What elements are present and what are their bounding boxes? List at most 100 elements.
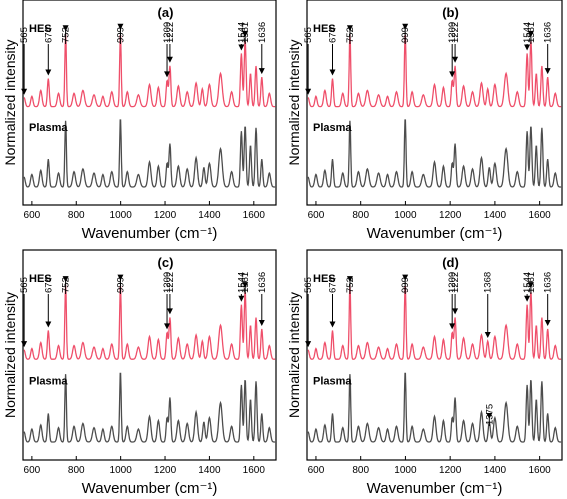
annotation-arrowhead <box>544 68 551 75</box>
x-axis-label: Wavenumber (cm⁻¹) <box>367 480 503 497</box>
annotation-label: 1222 <box>165 272 176 293</box>
annotation-arrowhead <box>329 69 336 76</box>
x-tick-label: 1200 <box>154 210 177 221</box>
x-tick-label: 600 <box>24 465 41 476</box>
annotation-label: 999 <box>115 277 126 293</box>
x-tick-label: 1000 <box>394 465 417 476</box>
x-tick-label: 800 <box>68 210 85 221</box>
x-tick-label: 1400 <box>198 465 221 476</box>
annotation-arrowhead <box>527 282 534 289</box>
series-label-hes: HES <box>29 273 52 285</box>
x-tick-label: 1200 <box>439 465 462 476</box>
annotation-label: 1544 <box>522 272 533 293</box>
annotation-label: 1209 <box>162 22 173 43</box>
x-tick-label: 1400 <box>484 465 507 476</box>
annotation-label: 1561 <box>240 272 251 293</box>
x-tick-label: 1000 <box>110 210 133 221</box>
annotation-label: 1222 <box>450 22 461 43</box>
annotation-label: 1636 <box>543 272 554 293</box>
x-axis-label: Wavenumber (cm⁻¹) <box>367 225 503 242</box>
x-tick-label: 1600 <box>529 465 552 476</box>
x-axis-label: Wavenumber (cm⁻¹) <box>82 480 218 497</box>
annotation-arrowhead <box>117 274 124 281</box>
annotation-label: 565 <box>19 277 30 293</box>
annotation-label: 999 <box>400 277 411 293</box>
series-line-hes <box>307 285 562 360</box>
annotation-label: 1544 <box>236 22 247 43</box>
annotation-label: 1561 <box>240 22 251 43</box>
x-tick-label: 1000 <box>110 465 133 476</box>
chart-panel-3: 600 800 1000 1200 1400 1600 Wavenumber (cm⁻¹) N… <box>2 249 277 497</box>
annotation-arrowhead <box>117 23 124 30</box>
series-label-hes: HES <box>29 23 52 35</box>
y-axis-label: Normalized intensity <box>2 39 18 165</box>
annotation-arrowhead <box>166 308 173 315</box>
chart-panel-2: 600 800 1000 1200 1400 1600 Wavenumber (cm⁻¹) N… <box>286 0 563 242</box>
annotation-label: 1222 <box>165 22 176 43</box>
annotation-label: 565 <box>19 27 30 43</box>
series-label-plasma: Plasma <box>29 375 68 387</box>
x-tick-label: 1400 <box>198 210 221 221</box>
annotation-label: 1209 <box>447 22 458 43</box>
series-label-plasma: Plasma <box>313 122 352 134</box>
annotation-arrowhead <box>449 71 456 78</box>
annotation-label: 674 <box>43 27 54 43</box>
annotation-arrowhead <box>166 56 173 63</box>
annotation-arrowhead <box>329 321 336 328</box>
annotation-arrowhead <box>45 69 52 76</box>
annotation-arrowhead <box>242 31 249 38</box>
series-label-hes: HES <box>313 23 336 35</box>
annotation-label: 1544 <box>236 272 247 293</box>
annotation-arrowhead <box>346 25 353 32</box>
annotation-arrowhead <box>402 274 409 281</box>
plot-frame <box>22 249 277 461</box>
annotation-arrowhead <box>238 295 245 302</box>
x-tick-label: 1200 <box>439 210 462 221</box>
x-tick-label: 800 <box>68 465 85 476</box>
annotation-arrowhead <box>524 44 531 51</box>
annotation-label: 999 <box>400 27 411 43</box>
annotation-label: 674 <box>43 277 54 293</box>
annotation-label: 565 <box>303 277 314 293</box>
series-label-plasma: Plasma <box>29 122 68 134</box>
annotation-label: 1375 <box>484 404 495 425</box>
panel-label: (d) <box>442 255 459 270</box>
panel-label: (c) <box>158 255 174 270</box>
annotation-label: 1636 <box>257 272 268 293</box>
y-axis-label: Normalized intensity <box>286 39 302 165</box>
annotation-arrowhead <box>544 319 551 326</box>
annotation-arrowhead <box>346 276 353 283</box>
series-line-plasma <box>307 119 562 188</box>
panel-label: (b) <box>442 5 459 20</box>
series-line-hes <box>307 34 562 108</box>
plot-frame <box>22 0 277 206</box>
annotation-arrowhead <box>452 308 459 315</box>
annotation-label: 1561 <box>526 22 537 43</box>
annotation-arrowhead <box>62 25 69 32</box>
series-line-plasma <box>23 119 276 188</box>
annotation-arrowhead <box>527 31 534 38</box>
x-tick-label: 800 <box>352 210 369 221</box>
annotation-label: 999 <box>115 27 126 43</box>
x-tick-label: 600 <box>24 210 41 221</box>
annotation-arrowhead <box>305 341 312 348</box>
panel-label: (a) <box>158 5 174 20</box>
annotation-label: 1209 <box>447 272 458 293</box>
series-label-plasma: Plasma <box>313 375 352 387</box>
annotation-arrowhead <box>484 332 491 339</box>
annotation-arrowhead <box>164 323 171 330</box>
annotation-label: 752 <box>61 27 72 43</box>
x-tick-label: 600 <box>308 465 325 476</box>
annotation-label: 674 <box>328 27 339 43</box>
chart-panel-4: 600 800 1000 1200 1400 1600 Wavenumber (cm⁻¹) N… <box>286 249 563 497</box>
annotation-label: 752 <box>345 27 356 43</box>
series-label-hes: HES <box>313 273 336 285</box>
annotation-arrowhead <box>486 412 493 419</box>
annotation-label: 1561 <box>526 272 537 293</box>
annotation-arrowhead <box>452 56 459 63</box>
annotation-arrowhead <box>164 71 171 78</box>
annotation-arrowhead <box>242 282 249 289</box>
annotation-label: 565 <box>303 27 314 43</box>
chart-panel-1: 600 800 1000 1200 1400 1600 Wavenumber (cm⁻¹) N… <box>2 0 277 242</box>
